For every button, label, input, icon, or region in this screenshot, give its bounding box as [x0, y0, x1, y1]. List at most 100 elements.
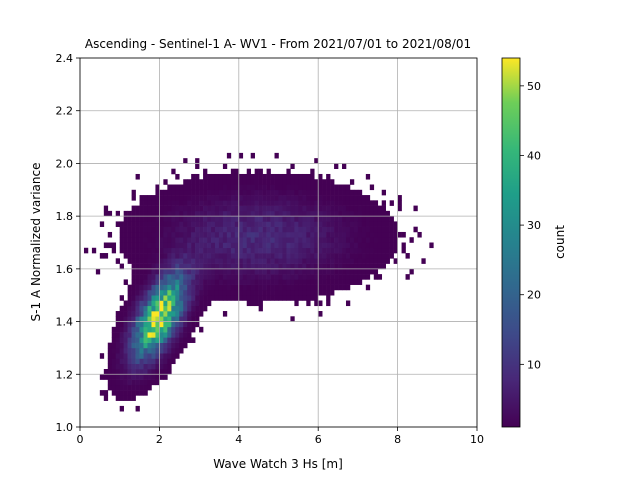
- heatmap-cell: [195, 231, 200, 238]
- heatmap-cell: [353, 253, 359, 259]
- heatmap-cell: [91, 247, 97, 254]
- heatmap-cell: [187, 274, 192, 280]
- heatmap-cell: [234, 210, 240, 217]
- heatmap-cell: [270, 268, 275, 275]
- heatmap-cell: [131, 263, 136, 270]
- heatmap-cell: [139, 237, 144, 243]
- heatmap-cell: [254, 200, 259, 206]
- heatmap-cell: [139, 342, 144, 349]
- heatmap-cell: [147, 300, 152, 307]
- heatmap-cell: [246, 247, 252, 254]
- colorbar-tick-label: 10: [527, 358, 541, 371]
- heatmap-cell: [334, 258, 339, 264]
- heatmap-cell: [155, 195, 160, 201]
- heatmap-cell: [345, 210, 351, 217]
- heatmap-cell: [282, 274, 287, 280]
- heatmap-cell: [349, 221, 355, 227]
- heatmap-cell: [389, 242, 394, 249]
- heatmap-cell: [345, 247, 351, 254]
- heatmap-cell: [258, 247, 263, 254]
- heatmap-cell: [254, 226, 259, 233]
- heatmap-cell: [238, 263, 244, 270]
- heatmap-cell: [381, 231, 386, 238]
- heatmap-cell: [250, 205, 255, 212]
- heatmap-cell: [163, 353, 168, 359]
- heatmap-cell: [135, 316, 140, 322]
- y-axis-label: S-1 A Normalized variance: [29, 163, 43, 322]
- heatmap-cell: [286, 226, 291, 233]
- heatmap-cell: [353, 231, 359, 238]
- heatmap-cell: [119, 358, 124, 365]
- heatmap-cell: [278, 268, 283, 275]
- heatmap-cell: [338, 242, 343, 249]
- heatmap-cell: [357, 268, 363, 275]
- heatmap-cell: [218, 263, 224, 270]
- heatmap-cell: [111, 384, 117, 391]
- heatmap-cell: [167, 284, 172, 291]
- heatmap-cell: [310, 295, 315, 301]
- heatmap-cell: [159, 295, 164, 301]
- heatmap-cell: [195, 253, 200, 259]
- heatmap-cell: [199, 300, 204, 307]
- heatmap-cell: [131, 221, 136, 227]
- heatmap-cell: [349, 226, 355, 233]
- heatmap-cell: [135, 242, 140, 249]
- heatmap-cell: [111, 342, 117, 349]
- heatmap-cell: [330, 200, 335, 206]
- heatmap-cell: [342, 205, 347, 212]
- heatmap-cell: [338, 195, 343, 201]
- heatmap-cell: [381, 189, 386, 196]
- heatmap-cell: [357, 231, 363, 238]
- heatmap-cell: [211, 173, 216, 180]
- heatmap-cell: [369, 247, 375, 254]
- heatmap-cell: [254, 184, 259, 191]
- heatmap-cell: [238, 242, 244, 249]
- heatmap-cell: [139, 358, 144, 365]
- heatmap-cell: [258, 216, 263, 222]
- heatmap-cell: [226, 295, 232, 301]
- heatmap-cell: [167, 210, 172, 217]
- heatmap-cell: [175, 279, 180, 285]
- heatmap-cell: [155, 247, 160, 254]
- heatmap-cell: [314, 231, 319, 238]
- heatmap-cell: [183, 226, 188, 233]
- heatmap-cell: [349, 195, 355, 201]
- heatmap-cell: [195, 274, 200, 280]
- heatmap-cell: [163, 337, 168, 343]
- heatmap-cell: [338, 221, 343, 227]
- heatmap-cell: [167, 221, 172, 227]
- heatmap-cell: [155, 289, 160, 296]
- heatmap-cell: [322, 289, 327, 296]
- heatmap-cell: [322, 247, 327, 254]
- heatmap-cell: [254, 268, 259, 275]
- heatmap-cell: [163, 311, 168, 317]
- heatmap-cell: [199, 195, 204, 201]
- heatmap-cell: [306, 274, 311, 280]
- heatmap-cell: [175, 189, 180, 196]
- heatmap-cell: [119, 247, 124, 254]
- heatmap-cell: [345, 279, 351, 285]
- heatmap-cell: [143, 221, 148, 227]
- heatmap-cell: [234, 173, 240, 180]
- heatmap-cell: [262, 189, 267, 196]
- heatmap-cell: [290, 258, 295, 264]
- heatmap-cell: [107, 379, 113, 386]
- heatmap-cell: [195, 258, 200, 264]
- heatmap-cell: [322, 258, 327, 264]
- heatmap-cell: [222, 274, 228, 280]
- heatmap-cell: [393, 231, 398, 238]
- heatmap-cell: [155, 326, 160, 333]
- heatmap-cell: [377, 247, 383, 254]
- heatmap-cell: [334, 163, 339, 169]
- heatmap-cell: [211, 284, 216, 291]
- heatmap-cell: [199, 242, 204, 249]
- heatmap-cell: [163, 274, 168, 280]
- heatmap-cell: [151, 358, 156, 365]
- heatmap-cell: [203, 173, 208, 180]
- colorbar-tick-label: 40: [527, 149, 541, 162]
- heatmap-cell: [345, 300, 351, 307]
- x-tick-label: 6: [315, 433, 322, 446]
- heatmap-cell: [175, 316, 180, 322]
- heatmap-cell: [131, 353, 136, 359]
- heatmap-cell: [330, 274, 335, 280]
